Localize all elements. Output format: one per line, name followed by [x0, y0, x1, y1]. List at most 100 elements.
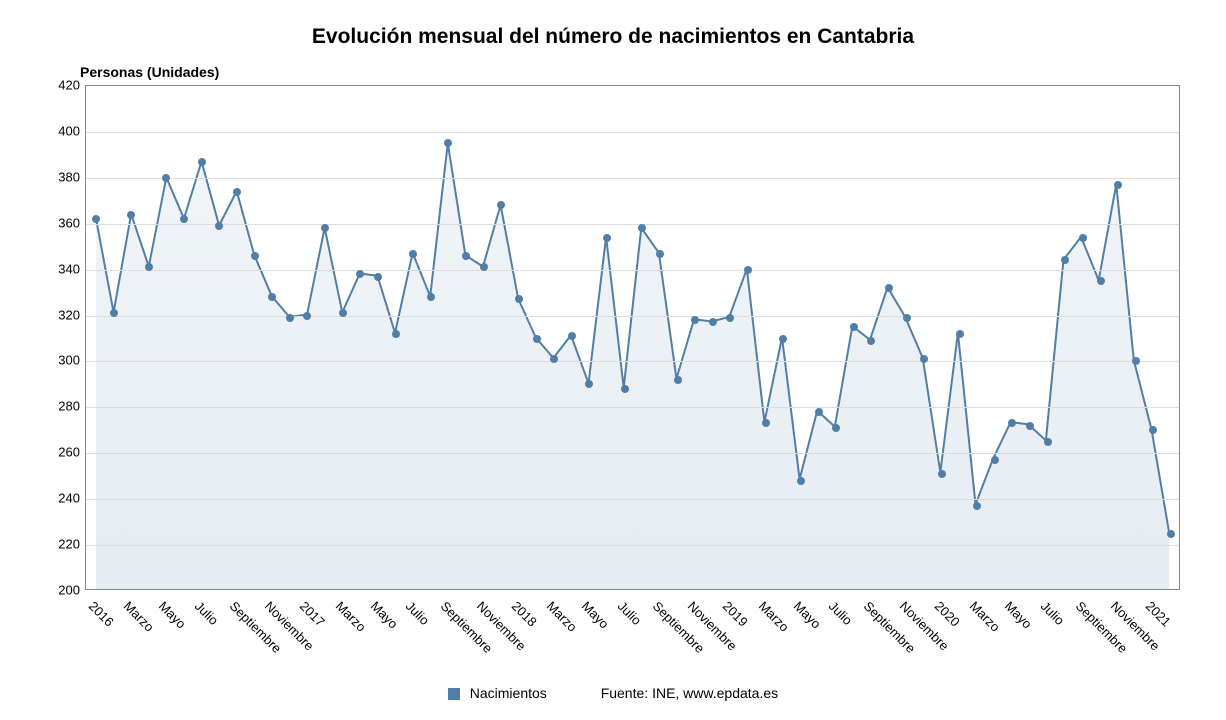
x-tick-label: Julio: [826, 598, 856, 628]
data-point: [973, 502, 981, 510]
y-axis-label: Personas (Unidades): [80, 64, 1196, 80]
data-point: [726, 314, 734, 322]
data-point: [621, 385, 629, 393]
x-tick-label: Marzo: [333, 598, 369, 634]
data-point: [938, 470, 946, 478]
x-tick-label: Mayo: [156, 598, 189, 631]
grid-line: [86, 545, 1179, 546]
data-point: [427, 293, 435, 301]
grid-line: [86, 132, 1179, 133]
data-point: [339, 309, 347, 317]
x-tick-label: Mayo: [1002, 598, 1035, 631]
y-tick-label: 320: [40, 307, 80, 322]
x-tick-label: Marzo: [544, 598, 580, 634]
x-tick-label: Marzo: [121, 598, 157, 634]
data-point: [1026, 422, 1034, 430]
data-point: [444, 139, 452, 147]
chart-area: 2002202402602803003203403603804004202016…: [40, 85, 1180, 590]
y-tick-label: 260: [40, 445, 80, 460]
data-point: [374, 273, 382, 281]
chart-title: Evolución mensual del número de nacimien…: [30, 25, 1196, 49]
y-tick-label: 380: [40, 169, 80, 184]
y-tick-label: 400: [40, 123, 80, 138]
data-point: [497, 201, 505, 209]
data-point: [815, 408, 823, 416]
data-point: [286, 314, 294, 322]
data-point: [850, 323, 858, 331]
y-tick-label: 360: [40, 215, 80, 230]
data-point: [691, 316, 699, 324]
data-point: [1149, 426, 1157, 434]
data-point: [797, 477, 805, 485]
chart-container: Evolución mensual del número de nacimien…: [0, 0, 1226, 720]
data-point: [709, 318, 717, 326]
data-point: [1061, 256, 1069, 264]
grid-line: [86, 499, 1179, 500]
data-point: [585, 380, 593, 388]
legend-marker-icon: [448, 688, 460, 700]
data-point: [1079, 234, 1087, 242]
data-point: [656, 250, 664, 258]
y-tick-label: 200: [40, 583, 80, 598]
x-tick-label: Julio: [403, 598, 433, 628]
data-point: [1097, 277, 1105, 285]
data-point: [1114, 181, 1122, 189]
data-point: [462, 252, 470, 260]
data-point: [110, 309, 118, 317]
data-point: [251, 252, 259, 260]
y-tick-label: 300: [40, 353, 80, 368]
x-tick-label: 2020: [932, 598, 963, 629]
y-tick-label: 220: [40, 537, 80, 552]
data-point: [215, 222, 223, 230]
x-tick-label: 2019: [720, 598, 751, 629]
y-tick-label: 240: [40, 491, 80, 506]
x-tick-label: Mayo: [791, 598, 824, 631]
grid-line: [86, 316, 1179, 317]
legend: Nacimientos Fuente: INE, www.epdata.es: [30, 685, 1196, 701]
source-label: Fuente:: [601, 685, 652, 701]
data-point: [832, 424, 840, 432]
data-point: [779, 335, 787, 343]
data-point: [162, 174, 170, 182]
x-tick-label: Marzo: [967, 598, 1003, 634]
data-point: [638, 224, 646, 232]
data-point: [392, 330, 400, 338]
data-point: [303, 312, 311, 320]
data-point: [762, 419, 770, 427]
data-point: [409, 250, 417, 258]
data-point: [744, 266, 752, 274]
data-point: [1167, 530, 1175, 538]
x-tick-label: Marzo: [755, 598, 791, 634]
x-tick-label: Mayo: [368, 598, 401, 631]
grid-line: [86, 178, 1179, 179]
x-tick-label: Julio: [1037, 598, 1067, 628]
x-tick-label: 2021: [1143, 598, 1174, 629]
y-tick-label: 420: [40, 78, 80, 93]
x-tick-label: Mayo: [579, 598, 612, 631]
grid-line: [86, 407, 1179, 408]
data-point: [956, 330, 964, 338]
data-point: [867, 337, 875, 345]
data-point: [480, 263, 488, 271]
data-point: [233, 188, 241, 196]
data-point: [533, 335, 541, 343]
data-point: [92, 215, 100, 223]
x-tick-label: 2018: [509, 598, 540, 629]
data-point: [550, 355, 558, 363]
x-tick-label: Julio: [614, 598, 644, 628]
data-point: [127, 211, 135, 219]
data-point: [903, 314, 911, 322]
data-point: [180, 215, 188, 223]
x-tick-label: 2017: [297, 598, 328, 629]
data-point: [321, 224, 329, 232]
grid-line: [86, 361, 1179, 362]
data-point: [198, 158, 206, 166]
data-point: [603, 234, 611, 242]
data-point: [1044, 438, 1052, 446]
data-point: [885, 284, 893, 292]
data-point: [920, 355, 928, 363]
grid-line: [86, 453, 1179, 454]
x-tick-label: 2016: [86, 598, 117, 629]
grid-line: [86, 270, 1179, 271]
x-tick-label: Julio: [192, 598, 222, 628]
